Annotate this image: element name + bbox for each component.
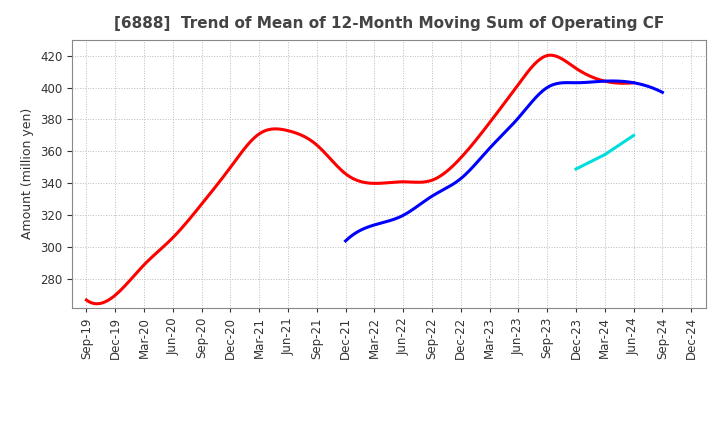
5 Years	[570, 80, 579, 85]
3 Years	[262, 128, 271, 133]
5 Years	[341, 238, 350, 244]
Y-axis label: Amount (million yen): Amount (million yen)	[22, 108, 35, 239]
Title: [6888]  Trend of Mean of 12-Month Moving Sum of Operating CF: [6888] Trend of Mean of 12-Month Moving …	[114, 16, 664, 32]
5 Years	[379, 220, 388, 225]
3 Years	[82, 297, 91, 303]
3 Years	[481, 125, 490, 131]
Line: 3 Years: 3 Years	[86, 55, 634, 304]
5 Years	[658, 90, 667, 95]
3 Years	[93, 301, 102, 306]
Line: 5 Years: 5 Years	[346, 81, 662, 241]
5 Years	[541, 87, 549, 92]
3 Years	[300, 134, 309, 139]
3 Years	[629, 80, 638, 85]
3 Years	[478, 129, 487, 134]
3 Years	[149, 253, 158, 258]
7 Years	[629, 133, 638, 138]
3 Years	[546, 52, 554, 58]
5 Years	[467, 166, 475, 172]
7 Years	[600, 152, 609, 157]
5 Years	[608, 78, 617, 84]
5 Years	[572, 80, 580, 85]
Line: 7 Years: 7 Years	[576, 136, 634, 169]
Legend: 3 Years, 5 Years, 7 Years, 10 Years: 3 Years, 5 Years, 7 Years, 10 Years	[199, 435, 579, 440]
3 Years	[428, 178, 436, 183]
7 Years	[572, 166, 580, 172]
5 Years	[444, 184, 453, 189]
